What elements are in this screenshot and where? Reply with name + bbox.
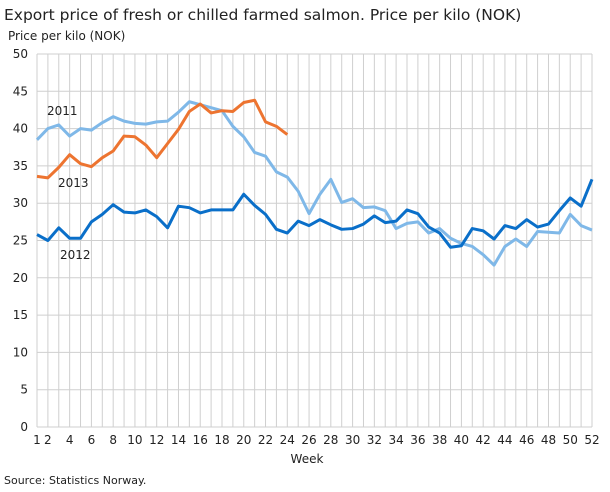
x-tick-label: 10: [127, 433, 142, 447]
series-line-2012: [36, 178, 594, 249]
x-tick-label: 20: [236, 433, 251, 447]
series-label-2013: 2013: [58, 176, 89, 190]
y-tick-label: 5: [20, 383, 28, 397]
x-tick-label: 24: [280, 433, 295, 447]
x-tick-label: 40: [454, 433, 469, 447]
x-tick-label: 14: [171, 433, 186, 447]
x-tick-label: 46: [519, 433, 534, 447]
y-tick-label: 35: [13, 159, 28, 173]
x-tick-label: 52: [584, 433, 599, 447]
x-tick-label: 12: [149, 433, 164, 447]
y-tick-label: 50: [13, 47, 28, 61]
y-tick-label: 10: [13, 345, 28, 359]
x-tick-labels: 1 2 4 6 8 10 12 14 16 18 20 22 24 26 28 30 32 34 36 38 40 42 4…: [33, 433, 599, 447]
x-tick-label: 34: [388, 433, 403, 447]
series-lines: [35, 98, 594, 267]
y-axis-label: Price per kilo (NOK): [8, 29, 125, 43]
series-line-2011: [35, 100, 593, 267]
grid: [36, 53, 593, 428]
x-tick-label: 36: [410, 433, 425, 447]
series-line-2013: [36, 98, 289, 180]
x-tick-label: 42: [476, 433, 491, 447]
y-tick-label: 25: [13, 234, 28, 248]
y-tick-label: 40: [13, 122, 28, 136]
x-tick-label: 30: [345, 433, 360, 447]
x-tick-label: 28: [323, 433, 338, 447]
x-tick-label: 16: [193, 433, 208, 447]
x-tick-label: 44: [497, 433, 512, 447]
x-tick-label: 1: [33, 433, 41, 447]
source-note: Source: Statistics Norway.: [4, 474, 146, 487]
x-tick-label: 22: [258, 433, 273, 447]
y-tick-label: 45: [13, 84, 28, 98]
x-tick-label: 48: [541, 433, 556, 447]
x-tick-label: 50: [563, 433, 578, 447]
x-tick-label: 8: [109, 433, 117, 447]
x-tick-label: 32: [367, 433, 382, 447]
y-tick-label: 15: [13, 308, 28, 322]
x-tick-label: 2: [44, 433, 52, 447]
y-tick-label: 20: [13, 271, 28, 285]
x-axis-label: Week: [291, 452, 324, 466]
x-tick-label: 6: [88, 433, 96, 447]
x-tick-label: 4: [66, 433, 74, 447]
series-label-2011: 2011: [47, 104, 78, 118]
x-tick-label: 18: [214, 433, 229, 447]
chart-title: Export price of fresh or chilled farmed …: [4, 6, 521, 24]
y-tick-label: 30: [13, 196, 28, 210]
y-tick-label: 0: [20, 420, 28, 434]
series-label-2012: 2012: [60, 248, 91, 262]
y-tick-labels: 0 5 10 15 20 25 30 35 40 45 50: [13, 47, 28, 434]
x-tick-label: 38: [432, 433, 447, 447]
x-tick-label: 26: [301, 433, 316, 447]
